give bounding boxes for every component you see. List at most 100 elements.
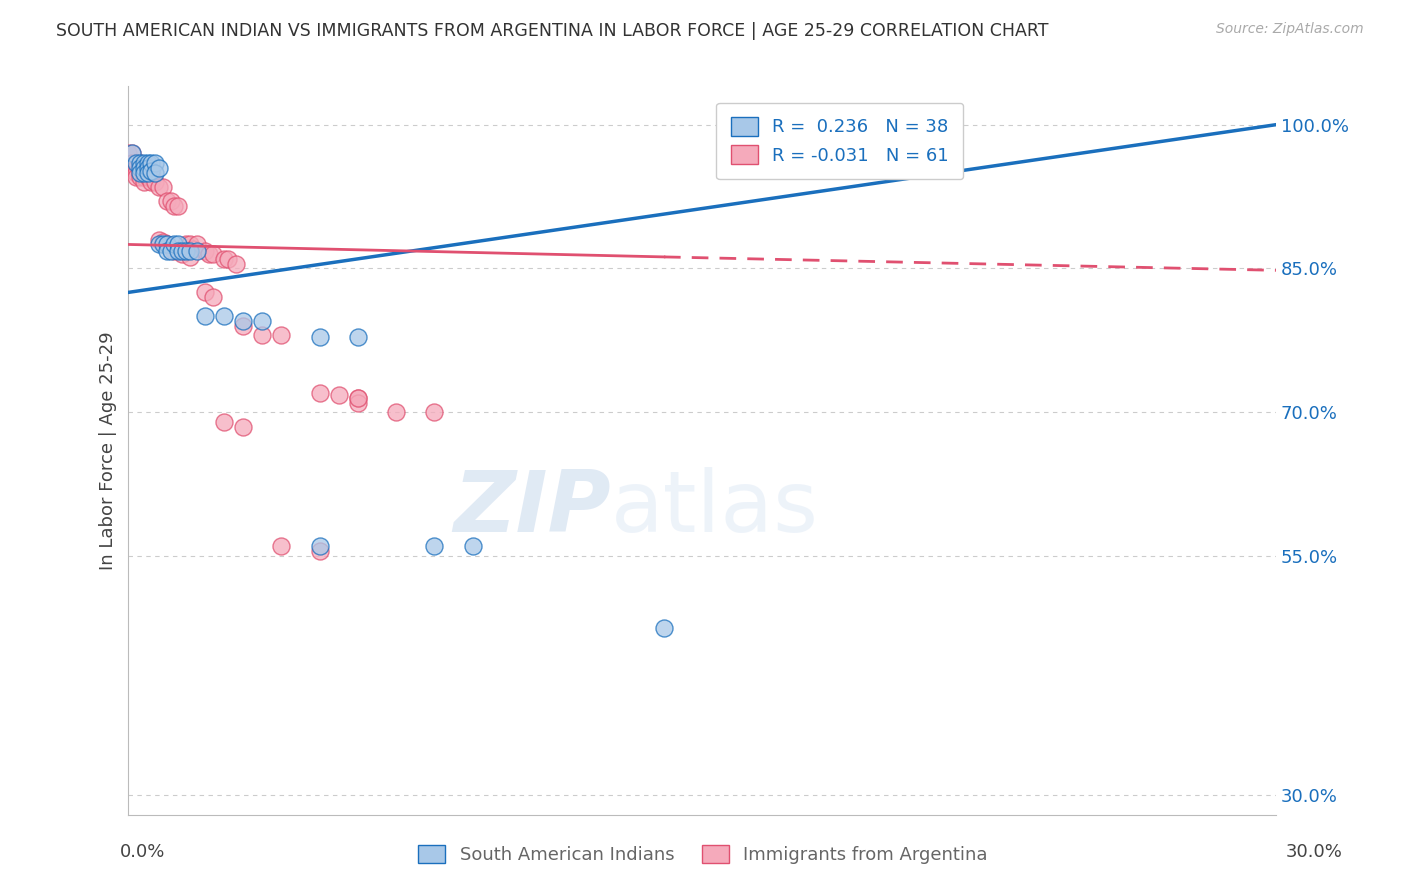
Point	[125, 165, 148, 179]
Point	[252, 328, 274, 343]
Text: ZIP: ZIP	[453, 467, 610, 550]
Point	[347, 395, 370, 409]
Point	[125, 156, 148, 170]
Point	[132, 175, 155, 189]
Point	[143, 156, 166, 170]
Point	[201, 290, 224, 304]
Point	[132, 161, 155, 175]
Point	[163, 237, 186, 252]
Point	[183, 242, 205, 256]
Point	[156, 237, 179, 252]
Point	[186, 244, 208, 259]
Point	[121, 146, 143, 161]
Point	[152, 237, 174, 252]
Point	[194, 310, 217, 324]
Point	[167, 244, 190, 259]
Point	[170, 244, 193, 259]
Point	[179, 250, 201, 264]
Point	[148, 180, 170, 194]
Point	[121, 161, 143, 175]
Y-axis label: In Labor Force | Age 25-29: In Labor Force | Age 25-29	[100, 331, 117, 570]
Point	[652, 621, 675, 635]
Point	[163, 244, 186, 259]
Point	[152, 235, 174, 249]
Point	[125, 161, 148, 175]
Point	[232, 318, 254, 333]
Point	[152, 180, 174, 194]
Point	[212, 415, 235, 429]
Point	[225, 257, 247, 271]
Point	[148, 161, 170, 175]
Point	[308, 539, 330, 553]
Point	[156, 244, 179, 259]
Point	[129, 156, 152, 170]
Text: 0.0%: 0.0%	[120, 843, 165, 861]
Point	[212, 252, 235, 266]
Point	[148, 237, 170, 252]
Point	[167, 237, 190, 252]
Point	[385, 405, 408, 419]
Point	[232, 314, 254, 328]
Point	[174, 244, 197, 259]
Point	[136, 161, 159, 175]
Point	[347, 330, 370, 344]
Point	[121, 156, 143, 170]
Point	[194, 244, 217, 259]
Point	[141, 165, 163, 179]
Point	[117, 146, 139, 161]
Legend: South American Indians, Immigrants from Argentina: South American Indians, Immigrants from …	[404, 830, 1002, 879]
Point	[347, 391, 370, 405]
Point	[136, 170, 159, 185]
Point	[136, 161, 159, 175]
Text: SOUTH AMERICAN INDIAN VS IMMIGRANTS FROM ARGENTINA IN LABOR FORCE | AGE 25-29 CO: SOUTH AMERICAN INDIAN VS IMMIGRANTS FROM…	[56, 22, 1049, 40]
Point	[148, 233, 170, 247]
Point	[167, 199, 190, 213]
Point	[143, 165, 166, 179]
Text: atlas: atlas	[610, 467, 818, 550]
Point	[132, 156, 155, 170]
Point	[141, 175, 163, 189]
Point	[186, 237, 208, 252]
Point	[141, 163, 163, 178]
Point	[141, 156, 163, 170]
Point	[270, 328, 292, 343]
Point	[308, 386, 330, 401]
Point	[132, 170, 155, 185]
Point	[129, 156, 152, 170]
Point	[129, 165, 152, 179]
Point	[136, 156, 159, 170]
Point	[121, 146, 143, 161]
Point	[328, 388, 350, 402]
Point	[201, 247, 224, 261]
Point	[129, 161, 152, 175]
Point	[156, 194, 179, 209]
Point	[174, 237, 197, 252]
Point	[132, 165, 155, 179]
Point	[308, 330, 330, 344]
Point	[129, 165, 152, 179]
Point	[136, 165, 159, 179]
Point	[132, 161, 155, 175]
Point	[156, 237, 179, 252]
Point	[125, 170, 148, 185]
Point	[179, 244, 201, 259]
Point	[132, 165, 155, 179]
Point	[212, 310, 235, 324]
Point	[270, 539, 292, 553]
Point	[461, 539, 484, 553]
Point	[125, 156, 148, 170]
Point	[159, 244, 181, 259]
Point	[347, 391, 370, 405]
Point	[179, 237, 201, 252]
Point	[423, 539, 446, 553]
Point	[198, 247, 221, 261]
Point	[163, 199, 186, 213]
Text: Source: ZipAtlas.com: Source: ZipAtlas.com	[1216, 22, 1364, 37]
Legend: R =  0.236   N = 38, R = -0.031   N = 61: R = 0.236 N = 38, R = -0.031 N = 61	[717, 103, 963, 179]
Point	[141, 170, 163, 185]
Point	[170, 247, 193, 261]
Point	[159, 194, 181, 209]
Point	[232, 419, 254, 434]
Point	[252, 314, 274, 328]
Point	[217, 252, 239, 266]
